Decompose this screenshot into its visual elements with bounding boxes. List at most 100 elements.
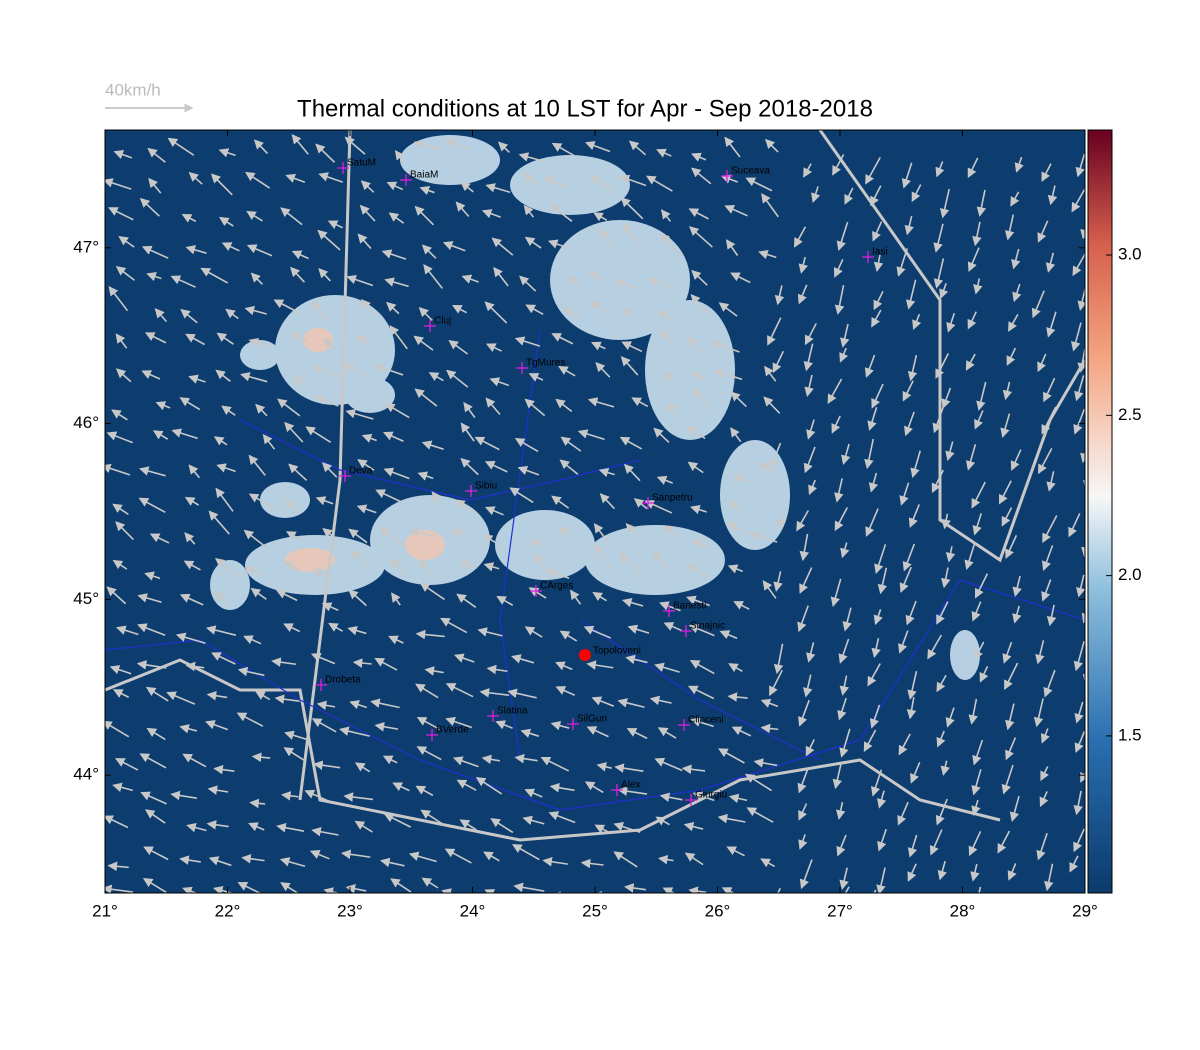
wind-arrow bbox=[374, 363, 404, 376]
wind-arrow bbox=[627, 624, 650, 634]
wind-arrow bbox=[179, 855, 201, 865]
wind-arrow bbox=[188, 464, 201, 479]
wind-arrow bbox=[896, 248, 909, 277]
wind-arrow bbox=[595, 361, 611, 378]
wind-arrow bbox=[322, 528, 336, 539]
wind-arrow bbox=[291, 134, 309, 155]
wind-arrow bbox=[906, 697, 917, 720]
wind-arrow bbox=[497, 141, 510, 153]
wind-arrow bbox=[181, 214, 197, 223]
wind-arrow bbox=[718, 748, 745, 764]
wind-arrow bbox=[681, 764, 706, 775]
wind-arrow bbox=[188, 374, 206, 384]
wind-arrow bbox=[806, 642, 816, 663]
wind-arrow bbox=[744, 773, 773, 792]
wind-arrow bbox=[442, 241, 466, 252]
wind-arrow bbox=[105, 720, 130, 738]
wind-arrow bbox=[341, 849, 371, 860]
wind-arrow bbox=[760, 723, 779, 734]
wind-arrow bbox=[726, 846, 745, 857]
wind-arrow bbox=[248, 822, 265, 832]
wind-arrow bbox=[105, 815, 129, 829]
place-marker bbox=[721, 170, 733, 182]
place-label: Banesti bbox=[673, 601, 706, 612]
wind-arrow bbox=[867, 663, 881, 687]
wind-arrow bbox=[968, 830, 982, 857]
wind-arrow bbox=[444, 138, 473, 151]
wind-arrow bbox=[773, 643, 784, 675]
wind-arrow bbox=[179, 397, 201, 411]
wind-arrow bbox=[216, 332, 234, 345]
wind-arrow bbox=[688, 208, 709, 220]
wind-arrow bbox=[291, 250, 309, 260]
wind-arrow bbox=[844, 187, 854, 205]
wind-arrow bbox=[348, 589, 367, 607]
wind-arrow bbox=[390, 878, 412, 893]
place-label: Giurgiu bbox=[695, 790, 727, 801]
x-tick-label: 22° bbox=[215, 901, 241, 920]
wind-arrow bbox=[456, 779, 477, 791]
place-label: Drobeta bbox=[325, 675, 361, 686]
wind-arrow bbox=[321, 462, 338, 478]
wind-arrow bbox=[730, 391, 747, 408]
wind-arrow bbox=[560, 436, 582, 452]
wind-arrow bbox=[511, 654, 535, 664]
wind-arrow bbox=[279, 857, 306, 867]
wind-arrow bbox=[839, 347, 849, 363]
wind-arrow bbox=[416, 746, 442, 761]
place-marker bbox=[465, 485, 477, 497]
wind-arrow bbox=[621, 597, 644, 608]
wind-arrow bbox=[415, 785, 434, 797]
wind-arrow bbox=[216, 463, 236, 473]
wind-arrow bbox=[936, 674, 947, 693]
wind-arrow bbox=[524, 236, 542, 249]
wind-arrow bbox=[798, 803, 808, 821]
wind-arrow bbox=[570, 589, 582, 605]
wind-arrow bbox=[394, 150, 405, 164]
wind-arrow bbox=[1014, 892, 1017, 893]
wind-arrow bbox=[1040, 766, 1049, 782]
wind-arrow bbox=[971, 481, 986, 509]
wind-arrow bbox=[391, 592, 401, 606]
place-marker bbox=[567, 718, 579, 730]
wind-arrow bbox=[555, 398, 573, 413]
wind-arrow bbox=[1005, 534, 1018, 559]
wind-arrow bbox=[354, 762, 371, 773]
wind-arrow bbox=[657, 727, 677, 739]
colorbar-tick-label: 3.0 bbox=[1118, 245, 1142, 264]
wind-arrow bbox=[657, 311, 677, 322]
wind-arrow bbox=[139, 197, 160, 217]
wind-arrow bbox=[116, 625, 139, 636]
wind-arrow bbox=[558, 365, 576, 377]
wind-arrow bbox=[1037, 353, 1047, 373]
wind-arrow bbox=[624, 883, 646, 893]
wind-arrow bbox=[799, 859, 813, 890]
wind-arrow bbox=[803, 674, 813, 698]
wind-arrow bbox=[311, 826, 339, 837]
wind-arrow bbox=[417, 471, 434, 481]
wind-arrow bbox=[1009, 795, 1020, 822]
place-marker bbox=[685, 794, 697, 806]
wind-arrow bbox=[732, 474, 751, 484]
wind-arrow bbox=[1045, 252, 1056, 273]
wind-arrow bbox=[549, 204, 573, 222]
wind-arrow bbox=[382, 431, 404, 442]
wind-arrow bbox=[115, 265, 135, 281]
wind-arrow bbox=[590, 341, 606, 351]
wind-arrow bbox=[803, 446, 816, 474]
x-tick-label: 28° bbox=[950, 901, 976, 920]
wind-arrow bbox=[481, 754, 500, 765]
wind-arrow bbox=[106, 586, 127, 605]
wind-arrow bbox=[170, 790, 197, 801]
wind-arrow bbox=[840, 542, 850, 559]
wind-arrow bbox=[653, 427, 670, 443]
wind-arrow bbox=[155, 401, 171, 411]
wind-arrow bbox=[559, 459, 579, 475]
wind-arrow bbox=[907, 671, 918, 700]
wind-arrow bbox=[360, 180, 375, 193]
wind-arrow bbox=[533, 553, 548, 572]
wind-arrow bbox=[210, 173, 233, 196]
wind-arrow bbox=[718, 302, 738, 317]
wind-arrow bbox=[659, 792, 683, 802]
wind-arrow bbox=[932, 406, 945, 434]
